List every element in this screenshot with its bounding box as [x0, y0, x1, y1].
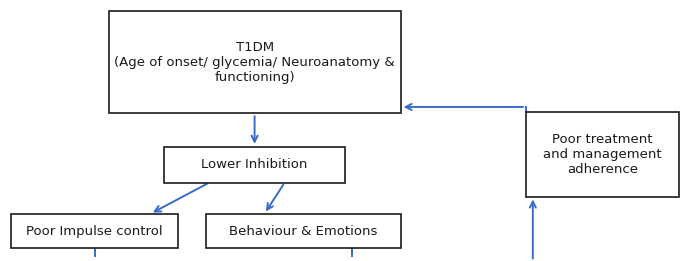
Text: Poor treatment
and management
adherence: Poor treatment and management adherence — [543, 133, 661, 176]
FancyBboxPatch shape — [526, 112, 679, 197]
Text: T1DM
(Age of onset/ glycemia/ Neuroanatomy &
functioning): T1DM (Age of onset/ glycemia/ Neuroanato… — [114, 41, 395, 84]
FancyBboxPatch shape — [11, 214, 178, 248]
FancyBboxPatch shape — [206, 214, 401, 248]
Text: Lower Inhibition: Lower Inhibition — [201, 158, 308, 171]
FancyBboxPatch shape — [164, 147, 345, 182]
Text: Poor Impulse control: Poor Impulse control — [26, 225, 163, 238]
Text: Behaviour & Emotions: Behaviour & Emotions — [229, 225, 378, 238]
FancyBboxPatch shape — [109, 11, 401, 113]
